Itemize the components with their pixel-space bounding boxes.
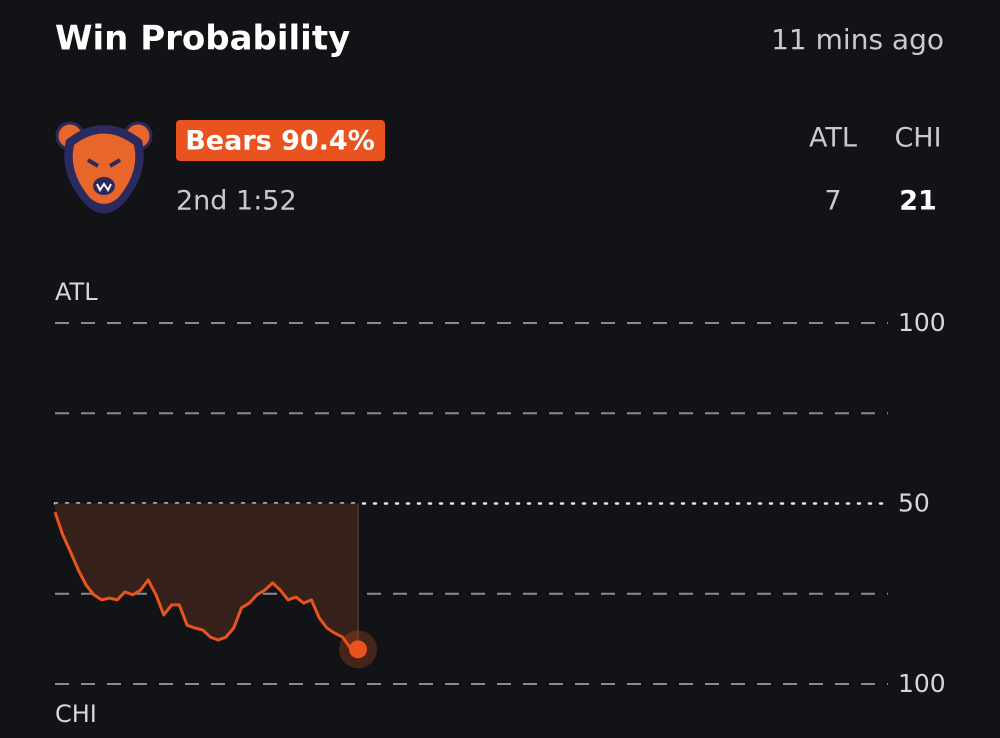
- card-title: Win Probability: [55, 19, 350, 59]
- team-name: ATL: [809, 123, 857, 154]
- badge-text: Bears 90.4%: [185, 126, 375, 157]
- current-point: [349, 640, 368, 659]
- y-tick-label: 100: [898, 669, 946, 698]
- team-score: 21: [899, 186, 937, 217]
- team-score: 7: [824, 186, 841, 217]
- game-clock: 2nd 1:52: [176, 186, 297, 217]
- plot: 100 50 100: [53, 308, 946, 698]
- win-probability-line: [53, 511, 359, 651]
- area: [55, 503, 359, 650]
- y-tick-label: 100: [898, 308, 946, 337]
- team-name: CHI: [894, 123, 941, 154]
- probability-badge: [176, 120, 385, 161]
- bottom-team-label: CHI: [55, 700, 97, 728]
- team-logo: [55, 121, 153, 214]
- top-team-label: ATL: [55, 278, 98, 306]
- updated-time: 11 mins ago: [771, 23, 944, 56]
- y-tick-label: 50: [898, 489, 930, 518]
